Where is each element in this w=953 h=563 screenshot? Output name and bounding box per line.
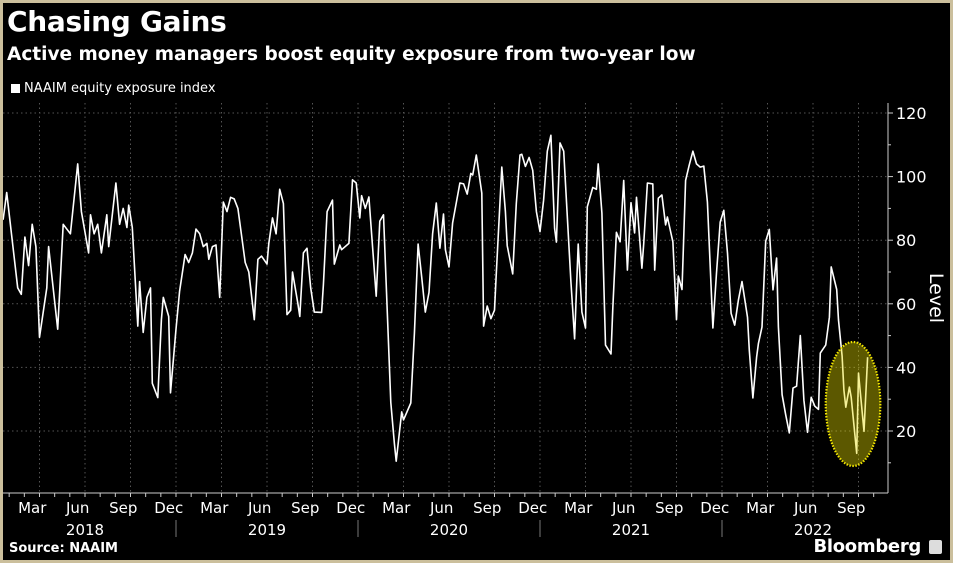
x-tick-label: Dec xyxy=(700,499,729,517)
x-tick-label: Mar xyxy=(18,499,47,517)
legend: NAAIM equity exposure index xyxy=(11,81,216,96)
x-tick-label: Jun xyxy=(429,499,453,517)
chart-subtitle: Active money managers boost equity expos… xyxy=(7,44,696,65)
x-tick-label: Mar xyxy=(200,499,229,517)
chart-title: Chasing Gains xyxy=(7,5,227,38)
y-tick-label: 120 xyxy=(896,104,927,123)
highlight-ellipse xyxy=(824,340,882,468)
x-tick-label: Jun xyxy=(793,499,817,517)
x-tick-label: Mar xyxy=(746,499,775,517)
y-tick-label: 60 xyxy=(896,295,916,314)
x-year-label: 2020 xyxy=(430,521,468,539)
bloomberg-chart-icon xyxy=(929,539,942,554)
x-tick-label: Sep xyxy=(655,499,683,517)
x-year-label: 2022 xyxy=(794,521,832,539)
x-year-label: 2021 xyxy=(612,521,650,539)
x-year-label: 2019 xyxy=(248,521,286,539)
x-tick-label: Jun xyxy=(247,499,271,517)
x-tick-label: Sep xyxy=(291,499,319,517)
line-chart: 20 40 60 80 100 120 Mar Jun Sep Dec Mar Jun Sep Dec Ma… xyxy=(3,103,947,539)
x-tick-label: Dec xyxy=(518,499,547,517)
legend-label: NAAIM equity exposure index xyxy=(24,81,216,96)
x-tick-label: Jun xyxy=(611,499,635,517)
x-tick-label: Jun xyxy=(65,499,89,517)
bloomberg-logo: Bloomberg xyxy=(813,536,942,557)
x-tick-label: Dec xyxy=(154,499,183,517)
source-note: Source: NAAIM xyxy=(9,541,118,556)
y-axis-title: Level xyxy=(925,273,947,323)
legend-swatch xyxy=(11,84,20,93)
y-tick-label: 100 xyxy=(896,168,927,187)
y-tick-label: 80 xyxy=(896,231,916,250)
y-tick-label: 20 xyxy=(896,422,916,441)
series-line-naaim xyxy=(3,134,869,463)
x-tick-label: Sep xyxy=(473,499,501,517)
y-tick-label: 40 xyxy=(896,358,916,377)
x-tick-label: Dec xyxy=(336,499,365,517)
x-tick-label: Sep xyxy=(109,499,137,517)
x-tick-label: Sep xyxy=(837,499,865,517)
x-tick-label: Mar xyxy=(564,499,593,517)
brand-label: Bloomberg xyxy=(813,536,921,557)
x-tick-label: Mar xyxy=(382,499,411,517)
x-year-label: 2018 xyxy=(66,521,104,539)
